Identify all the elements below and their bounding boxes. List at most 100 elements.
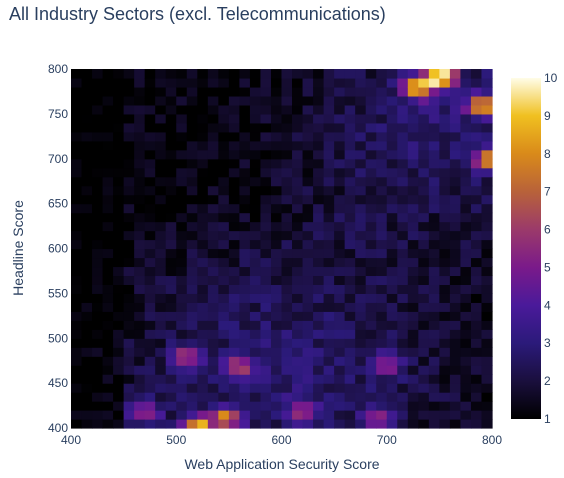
heatmap-cell — [302, 338, 314, 348]
heatmap-cell — [102, 383, 114, 393]
heatmap-cell — [270, 383, 283, 393]
heatmap-cell — [376, 401, 388, 411]
heatmap-cell — [260, 401, 272, 411]
heatmap-cell — [113, 167, 125, 178]
heatmap-cell — [155, 383, 167, 393]
heatmap-cell — [302, 347, 314, 357]
heatmap-cell — [197, 104, 209, 115]
heatmap-cell — [207, 374, 219, 384]
heatmap-cell — [207, 104, 219, 115]
heatmap-cell — [71, 257, 83, 268]
heatmap-cell — [207, 212, 219, 223]
heatmap-cell — [439, 69, 451, 79]
heatmap-cell — [292, 365, 304, 375]
heatmap-cell — [144, 158, 156, 169]
heatmap-cell — [102, 69, 114, 79]
heatmap-cell — [123, 365, 135, 375]
heatmap-cell — [386, 158, 398, 169]
heatmap-cell — [292, 167, 304, 178]
heatmap-cell — [228, 113, 241, 124]
heatmap-cell — [144, 401, 156, 411]
heatmap-cell — [407, 266, 419, 277]
heatmap-cell — [407, 86, 419, 97]
heatmap-cell — [418, 203, 430, 214]
heatmap-cell — [334, 374, 346, 384]
heatmap-cell — [102, 95, 114, 106]
heatmap-cell — [334, 203, 346, 214]
heatmap-cell — [334, 230, 346, 241]
heatmap-cell — [218, 140, 230, 151]
heatmap-cell — [344, 356, 356, 366]
heatmap-cell — [439, 122, 451, 133]
heatmap-cell — [155, 347, 167, 357]
heatmap-cell — [376, 95, 388, 106]
heatmap-cell — [113, 347, 125, 357]
heatmap-cell — [449, 338, 462, 348]
heatmap-cell — [313, 239, 325, 250]
heatmap-cell — [81, 374, 93, 384]
heatmap-cell — [144, 230, 156, 241]
heatmap-cell — [313, 266, 325, 277]
heatmap-cell — [239, 419, 251, 429]
heatmap-cell — [386, 149, 398, 160]
heatmap-cell — [228, 365, 241, 375]
heatmap-cell — [144, 311, 156, 321]
heatmap-cell — [123, 266, 135, 277]
heatmap-cell — [155, 230, 167, 241]
heatmap-cell — [260, 149, 272, 160]
heatmap-cell — [323, 194, 335, 205]
heatmap-cell — [165, 131, 177, 142]
heatmap-cell — [449, 320, 462, 330]
heatmap-cell — [355, 140, 367, 151]
heatmap-cell — [323, 203, 335, 214]
heatmap-cell — [102, 284, 114, 294]
heatmap-cell — [365, 221, 377, 232]
heatmap-cell — [81, 392, 93, 402]
heatmap-cell — [228, 131, 241, 142]
heatmap-cell — [113, 86, 125, 97]
heatmap-cell — [92, 86, 104, 97]
heatmap-cell — [292, 257, 304, 268]
heatmap-cell — [334, 212, 346, 223]
heatmap-cell — [165, 401, 177, 411]
heatmap-cell — [155, 149, 167, 160]
heatmap-cell — [397, 329, 409, 339]
heatmap-cell — [376, 311, 388, 321]
heatmap-cell — [470, 392, 483, 402]
heatmap-cell — [481, 374, 493, 384]
heatmap-cell — [407, 401, 419, 411]
heatmap-cell — [165, 320, 177, 330]
heatmap-cell — [470, 203, 483, 214]
heatmap-cell — [355, 329, 367, 339]
heatmap-cell — [481, 257, 493, 268]
heatmap-cell — [407, 302, 419, 312]
heatmap-cell — [155, 95, 167, 106]
heatmap-cell — [439, 257, 451, 268]
heatmap-cell — [218, 257, 230, 268]
heatmap-cell — [281, 158, 293, 169]
heatmap-cell — [134, 383, 146, 393]
plot-area[interactable] — [71, 69, 493, 429]
heatmap-cell — [407, 239, 419, 250]
heatmap-cell — [81, 248, 93, 259]
heatmap-cell — [481, 149, 493, 160]
heatmap-cell — [323, 113, 335, 124]
heatmap-cell — [113, 266, 125, 277]
heatmap-cell — [418, 248, 430, 259]
heatmap-cell — [470, 374, 483, 384]
heatmap-cell — [302, 275, 314, 285]
heatmap-cell — [344, 293, 356, 303]
heatmap-cell — [344, 284, 356, 294]
heatmap-cell — [481, 365, 493, 375]
heatmap-cell — [239, 257, 251, 268]
heatmap-cell — [470, 284, 483, 294]
heatmap-cell — [323, 275, 335, 285]
heatmap-cell — [365, 401, 377, 411]
heatmap-cell — [260, 293, 272, 303]
heatmap-cell — [313, 374, 325, 384]
heatmap-cell — [407, 140, 419, 151]
heatmap-cell — [344, 185, 356, 196]
heatmap-cell — [165, 158, 177, 169]
heatmap-cell — [418, 338, 430, 348]
heatmap-cell — [239, 95, 251, 106]
